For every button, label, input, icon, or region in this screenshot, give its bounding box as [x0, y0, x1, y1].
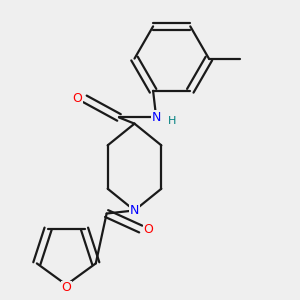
- Text: O: O: [61, 281, 71, 294]
- Text: N: N: [130, 204, 139, 217]
- Text: O: O: [143, 223, 153, 236]
- Text: H: H: [167, 116, 176, 126]
- Text: O: O: [72, 92, 82, 105]
- Text: N: N: [152, 111, 161, 124]
